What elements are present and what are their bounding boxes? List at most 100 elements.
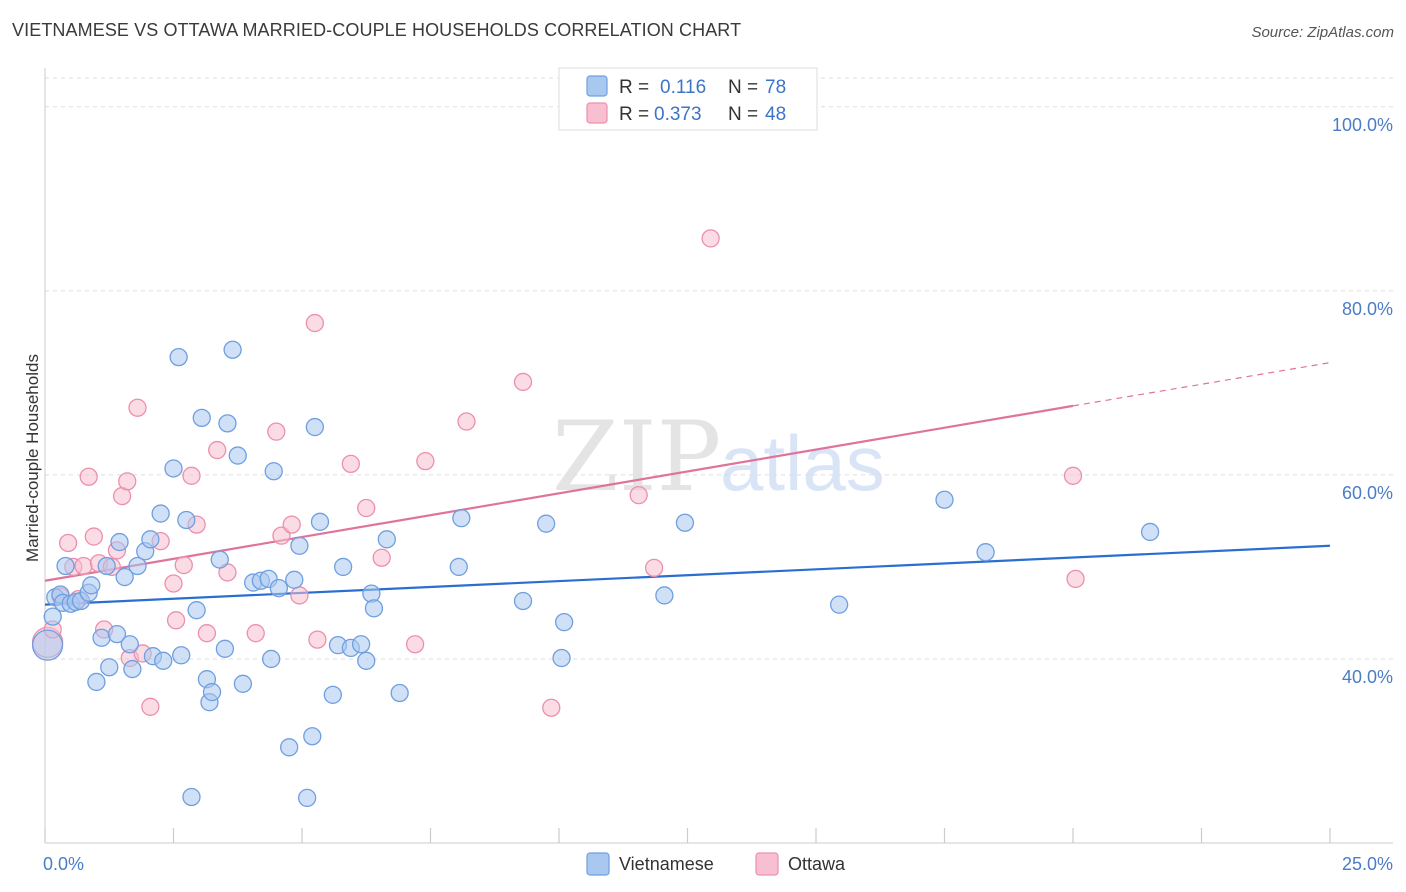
point-ottawa xyxy=(513,372,533,392)
point-vietnamese xyxy=(97,556,116,576)
point-vietnamese xyxy=(56,556,75,576)
point-vietnamese xyxy=(303,727,322,746)
point-vietnamese xyxy=(290,536,309,555)
point-vietnamese xyxy=(192,408,211,428)
point-vietnamese xyxy=(655,586,674,605)
point-ottawa xyxy=(457,412,476,431)
point-ottawa xyxy=(282,515,301,534)
point-ottawa xyxy=(166,611,186,630)
point-ottawa xyxy=(305,313,325,333)
point-vietnamese xyxy=(100,658,119,677)
point-ottawa xyxy=(164,574,183,593)
point-ottawa xyxy=(118,472,137,491)
point-ottawa xyxy=(1066,569,1085,589)
tick-labels: 40.0% 60.0% 80.0% 100.0% 0.0% 25.0% xyxy=(43,115,1393,874)
point-vietnamese xyxy=(223,340,242,359)
bottom-legend-ottawa: Ottawa xyxy=(788,854,846,874)
point-vietnamese xyxy=(297,788,317,808)
bottom-legend-swatch-vietnamese xyxy=(586,852,610,876)
point-ottawa xyxy=(308,630,327,649)
point-vietnamese xyxy=(264,462,283,481)
top-legend: R = 0.116 N = 78 R = 0.373 N = 48 xyxy=(558,67,818,131)
point-ottawa xyxy=(182,466,201,485)
point-ottawa xyxy=(644,558,664,577)
point-vietnamese xyxy=(390,683,409,703)
trend-line-vietnamese xyxy=(44,544,1331,606)
bottom-legend-vietnamese: Vietnamese xyxy=(619,854,714,874)
bottom-legend: Vietnamese Ottawa xyxy=(586,852,846,876)
point-vietnamese xyxy=(172,646,191,665)
point-vietnamese xyxy=(115,567,134,587)
legend-n-value: 48 xyxy=(765,104,786,125)
point-ottawa xyxy=(84,527,103,546)
point-vietnamese xyxy=(279,738,299,757)
point-vietnamese xyxy=(228,446,247,465)
point-vietnamese xyxy=(552,648,571,668)
point-vietnamese xyxy=(164,459,183,478)
point-ottawa xyxy=(58,533,78,553)
point-ottawa xyxy=(372,548,391,567)
point-vietnamese xyxy=(218,414,237,433)
point-vietnamese xyxy=(351,635,371,654)
legend-r-label: R = xyxy=(619,77,649,98)
legend-r-value: 0.116 xyxy=(660,77,706,98)
watermark: ZIP atlas xyxy=(552,401,885,513)
point-vietnamese xyxy=(123,659,142,679)
y-tick-label: 40.0% xyxy=(1342,667,1393,687)
point-vietnamese xyxy=(310,512,330,531)
legend-swatch-ottawa xyxy=(586,102,608,124)
legend-n-value: 78 xyxy=(765,77,786,98)
point-vietnamese xyxy=(233,674,253,693)
point-vietnamese xyxy=(513,591,533,611)
point-vietnamese xyxy=(120,635,139,654)
point-vietnamese xyxy=(269,578,289,598)
point-vietnamese xyxy=(202,682,222,702)
point-ottawa xyxy=(208,440,227,460)
point-vietnamese xyxy=(675,513,695,532)
point-ottawa xyxy=(174,555,193,575)
point-vietnamese xyxy=(452,509,471,528)
point-vietnamese xyxy=(364,599,384,618)
legend-n-label: N = xyxy=(728,104,758,125)
point-vietnamese xyxy=(537,514,556,533)
point-vietnamese xyxy=(976,543,995,562)
point-vietnamese xyxy=(285,570,304,589)
bottom-legend-swatch-ottawa xyxy=(755,852,779,876)
point-ottawa xyxy=(542,698,561,717)
point-ottawa xyxy=(290,586,309,605)
point-vietnamese xyxy=(210,550,229,569)
trend-line-ottawa-extension xyxy=(1072,362,1331,407)
point-ottawa xyxy=(197,624,217,643)
point-ottawa xyxy=(74,556,93,576)
legend-n-label: N = xyxy=(728,77,758,98)
y-tick-label: 100.0% xyxy=(1332,115,1393,135)
point-vietnamese xyxy=(449,557,468,577)
point-vietnamese xyxy=(215,639,235,658)
point-vietnamese xyxy=(377,530,396,549)
point-vietnamese xyxy=(154,651,173,670)
point-vietnamese xyxy=(141,530,160,549)
data-points xyxy=(31,229,1160,808)
point-ottawa xyxy=(246,624,265,643)
point-vietnamese xyxy=(554,612,574,632)
y-axis-title: Married-couple Households xyxy=(23,354,42,562)
point-vietnamese xyxy=(357,651,376,670)
point-vietnamese xyxy=(187,601,206,620)
point-ottawa xyxy=(128,398,147,417)
point-ottawa xyxy=(357,498,376,518)
point-vietnamese xyxy=(43,607,62,626)
point-vietnamese xyxy=(107,624,127,644)
point-vietnamese xyxy=(151,504,170,523)
chart-title: VIETNAMESE VS OTTAWA MARRIED-COUPLE HOUS… xyxy=(12,20,742,40)
y-tick-label: 60.0% xyxy=(1342,483,1393,503)
watermark-atlas: atlas xyxy=(720,419,885,507)
legend-r-label: R = xyxy=(619,104,649,125)
x-tick-label: 0.0% xyxy=(43,854,84,874)
legend-swatch-vietnamese xyxy=(586,75,608,97)
point-vietnamese xyxy=(305,417,325,437)
point-vietnamese xyxy=(82,576,101,595)
x-tick-label: 25.0% xyxy=(1342,854,1393,874)
point-ottawa xyxy=(629,485,648,505)
point-ottawa xyxy=(416,451,435,471)
